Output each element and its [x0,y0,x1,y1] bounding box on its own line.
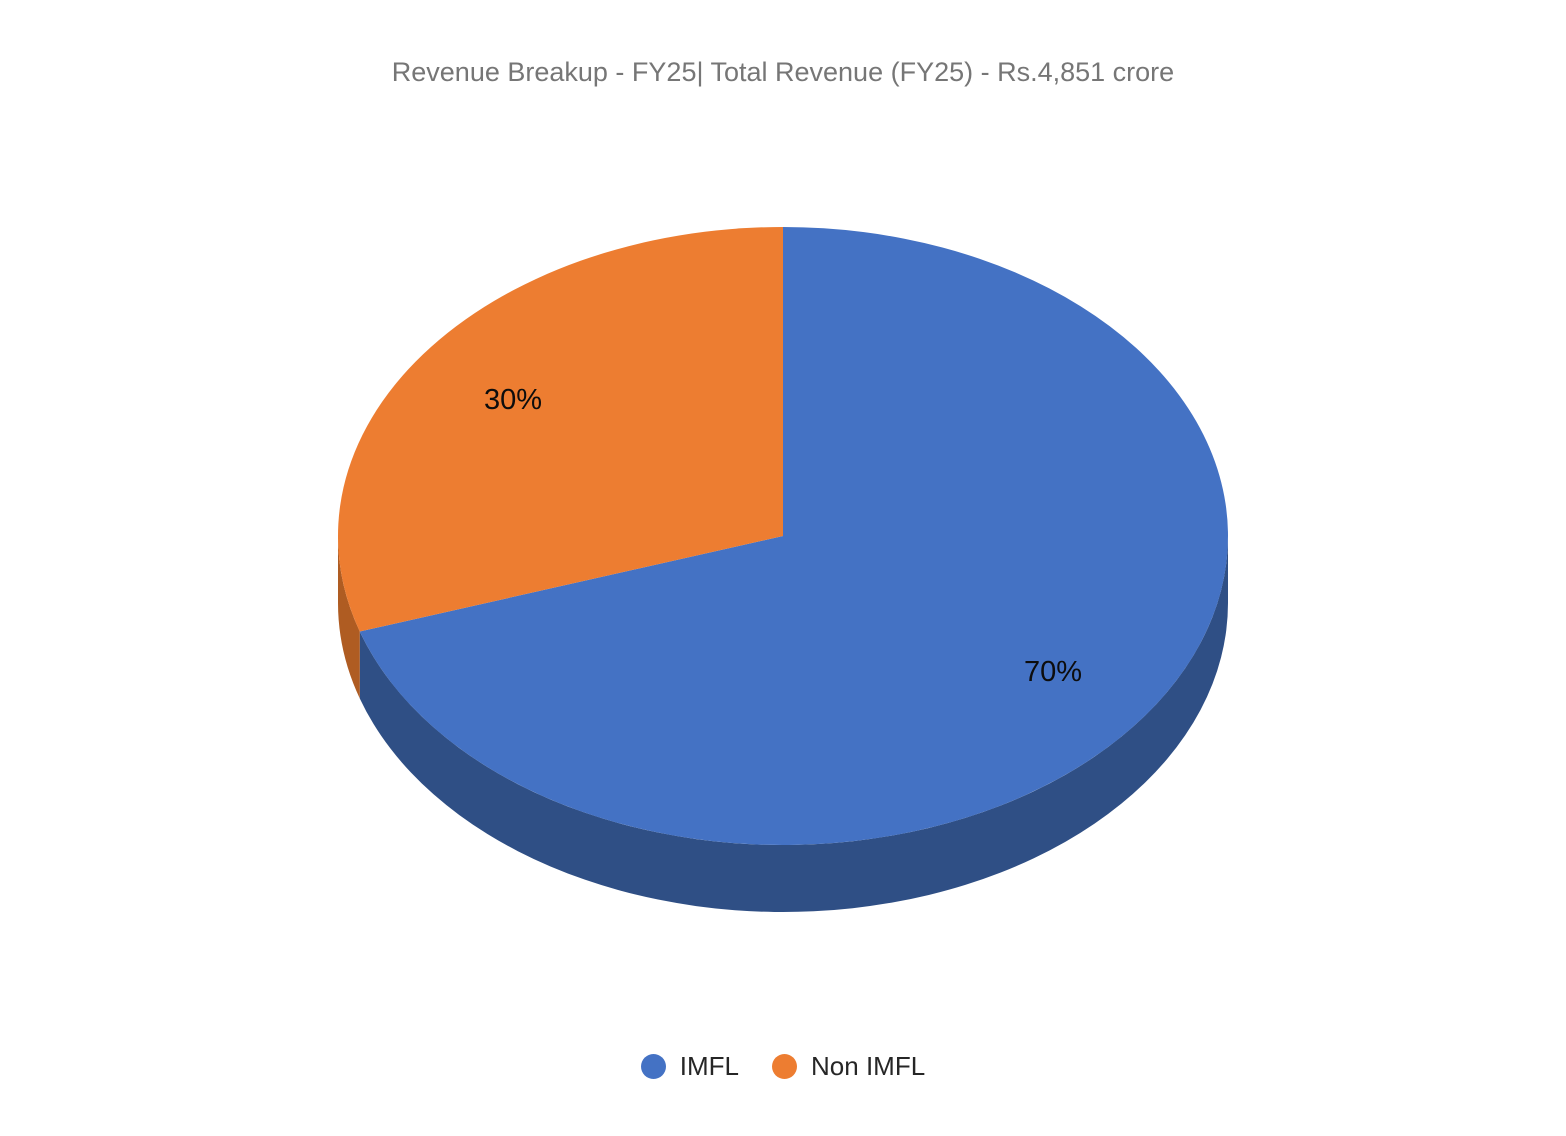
pie-slice-non-imfl[interactable] [337,227,783,632]
legend-label-imfl: IMFL [679,1051,740,1081]
data-label-non-imfl: 30% [484,384,542,416]
pie-side-imfl [359,536,1228,912]
legend-dot-non-imfl-icon [772,1053,798,1079]
chart-title: Revenue Breakup - FY25| Total Revenue (F… [391,57,1175,87]
legend-item-imfl[interactable]: IMFL [640,1048,740,1084]
data-label-imfl: 70% [1024,656,1082,688]
legend-label-non-imfl: Non IMFL [811,1051,926,1081]
legend-item-non-imfl[interactable]: Non IMFL [772,1048,925,1084]
legend: IMFL Non IMFL [0,1048,1566,1084]
pie-slice-imfl[interactable] [359,227,1228,845]
pie-side-non-imfl [338,536,360,699]
legend-dot-imfl-icon [640,1053,666,1079]
